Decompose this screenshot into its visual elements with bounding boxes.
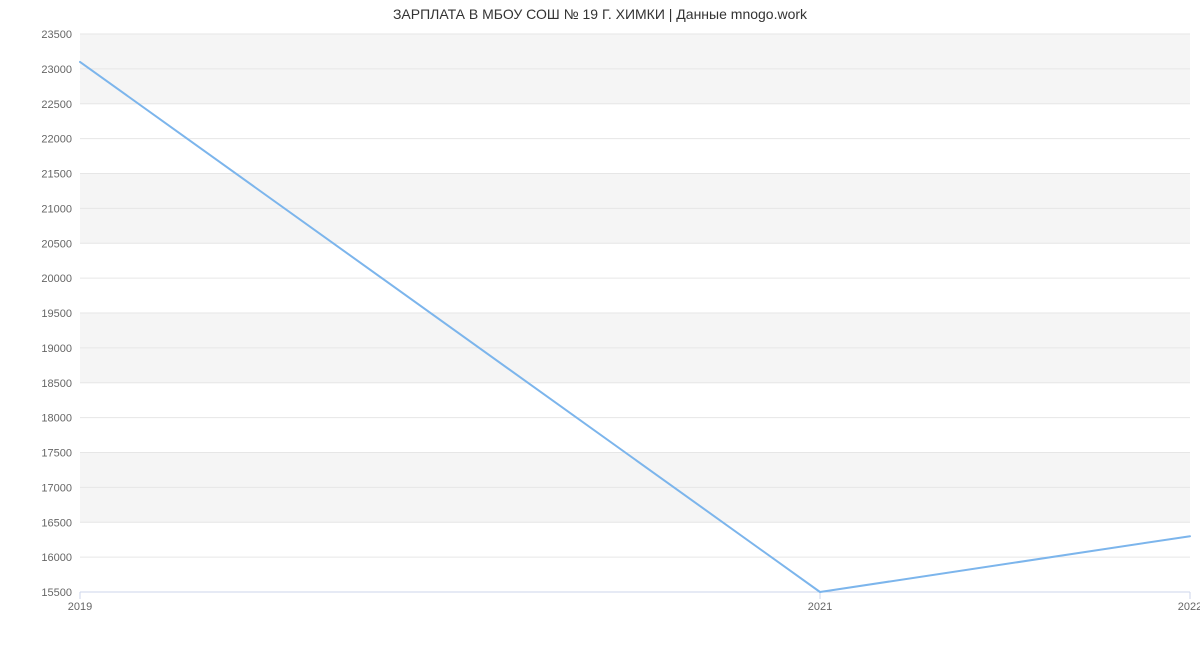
salary-line-chart: ЗАРПЛАТА В МБОУ СОШ № 19 Г. ХИМКИ | Данн… bbox=[0, 0, 1200, 650]
y-tick-label: 16500 bbox=[41, 517, 72, 529]
y-tick-label: 20000 bbox=[41, 273, 72, 285]
x-tick-label: 2019 bbox=[68, 601, 92, 613]
y-tick-label: 20500 bbox=[41, 238, 72, 250]
x-tick-label: 2021 bbox=[808, 601, 832, 613]
y-tick-label: 15500 bbox=[41, 587, 72, 599]
chart-svg: 15500 16000 16500 17000 17500 18000 18500 19000… bbox=[0, 0, 1200, 650]
y-tick-label: 22000 bbox=[41, 134, 72, 146]
y-tick-label: 19500 bbox=[41, 308, 72, 320]
y-tick-label: 17500 bbox=[41, 448, 72, 460]
y-tick-label: 23000 bbox=[41, 64, 72, 76]
y-tick-label: 23500 bbox=[41, 29, 72, 41]
y-tick-label: 21500 bbox=[41, 169, 72, 181]
y-tick-label: 18500 bbox=[41, 378, 72, 390]
y-tick-label: 22500 bbox=[41, 99, 72, 111]
y-tick-label: 16000 bbox=[41, 552, 72, 564]
y-tick-label: 17000 bbox=[41, 482, 72, 494]
y-tick-label: 18000 bbox=[41, 413, 72, 425]
chart-title: ЗАРПЛАТА В МБОУ СОШ № 19 Г. ХИМКИ | Данн… bbox=[0, 6, 1200, 22]
x-tick-label: 2022 bbox=[1178, 601, 1200, 613]
y-tick-label: 19000 bbox=[41, 343, 72, 355]
y-tick-label: 21000 bbox=[41, 203, 72, 215]
